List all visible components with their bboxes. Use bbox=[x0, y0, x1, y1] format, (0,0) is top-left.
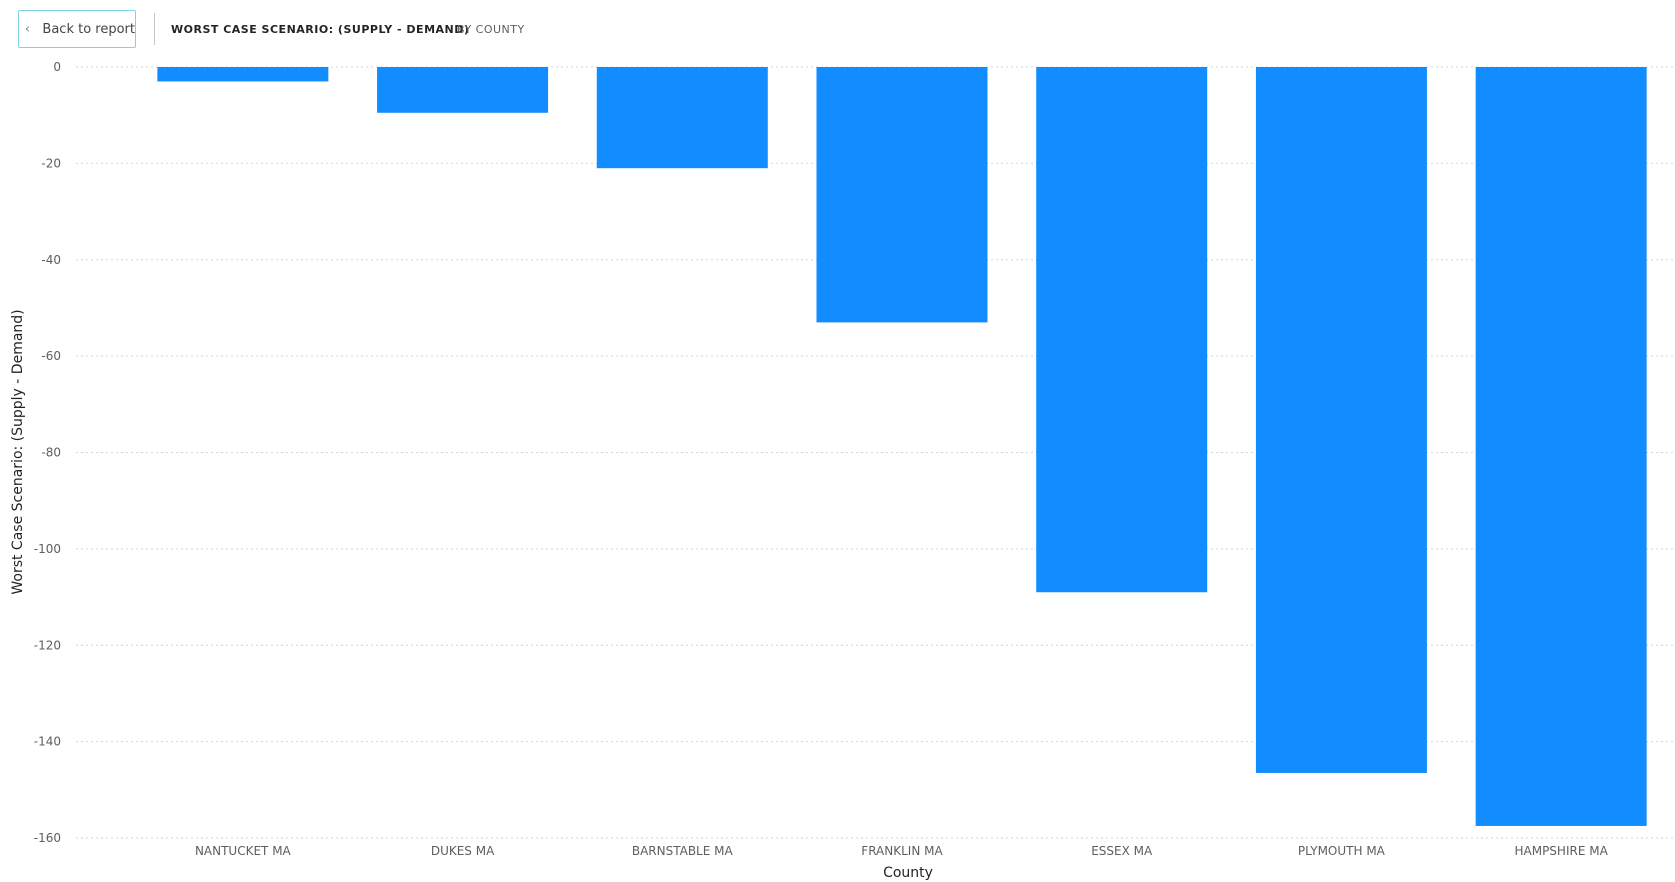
bar-hampshire-ma[interactable] bbox=[1475, 67, 1647, 826]
chart-title: WORST CASE SCENARIO: (SUPPLY - DEMAND) bbox=[171, 23, 470, 36]
header-bar: Back to report WORST CASE SCENARIO: (SUP… bbox=[0, 0, 1675, 60]
x-tick-label: HAMPSHIRE MA bbox=[1514, 844, 1608, 858]
x-axis-title: County bbox=[883, 865, 933, 881]
y-tick-label: -60 bbox=[41, 349, 61, 363]
bar-nantucket-ma[interactable] bbox=[157, 67, 329, 82]
x-tick-label: PLYMOUTH MA bbox=[1298, 844, 1386, 858]
gridlines bbox=[76, 66, 1675, 839]
x-tick-label: FRANKLIN MA bbox=[861, 844, 943, 858]
x-tick-label: DUKES MA bbox=[431, 844, 495, 858]
x-tick-label: NANTUCKET MA bbox=[195, 844, 292, 858]
bar-dukes-ma[interactable] bbox=[377, 67, 549, 113]
y-tick-label: -160 bbox=[34, 831, 61, 845]
y-tick-label: -140 bbox=[34, 735, 61, 749]
y-axis-ticks: 0 -20 -40 -60 -80 -100 -120 -140 -160 bbox=[34, 60, 61, 845]
x-tick-label: ESSEX MA bbox=[1091, 844, 1153, 858]
y-axis-title: Worst Case Scenario: (Supply - Demand) bbox=[10, 309, 26, 594]
y-tick-label: -120 bbox=[34, 638, 61, 652]
header-divider bbox=[154, 13, 155, 45]
y-tick-label: -100 bbox=[34, 542, 61, 556]
chart-subtitle: BY COUNTY bbox=[457, 23, 525, 36]
bar-franklin-ma[interactable] bbox=[816, 67, 988, 323]
back-button-label: Back to report bbox=[42, 21, 135, 37]
bar-essex-ma[interactable] bbox=[1036, 67, 1208, 593]
x-axis-ticks: NANTUCKET MA DUKES MA BARNSTABLE MA FRANKLI… bbox=[195, 844, 1609, 858]
y-tick-label: 0 bbox=[53, 60, 61, 74]
y-tick-label: -20 bbox=[41, 156, 61, 170]
y-tick-label: -40 bbox=[41, 253, 61, 267]
x-tick-label: BARNSTABLE MA bbox=[632, 844, 734, 858]
chevron-left-icon bbox=[25, 26, 30, 32]
back-to-report-button[interactable]: Back to report bbox=[18, 10, 136, 48]
bar-barnstable-ma[interactable] bbox=[596, 67, 768, 169]
y-tick-label: -80 bbox=[41, 446, 61, 460]
bars bbox=[157, 67, 1647, 826]
bar-plymouth-ma[interactable] bbox=[1255, 67, 1427, 773]
